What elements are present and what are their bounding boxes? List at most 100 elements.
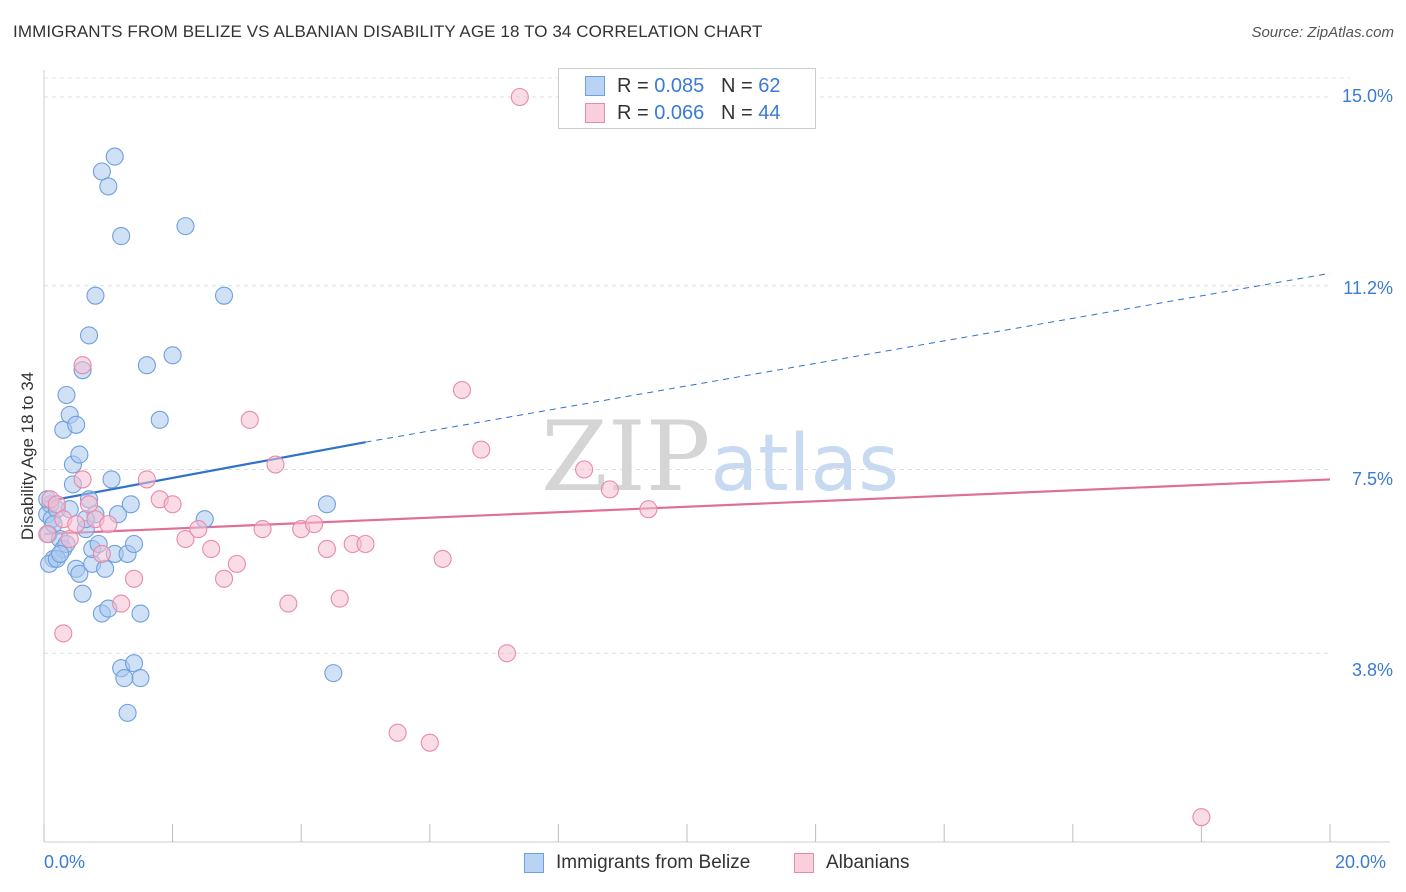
point-belize [70,445,89,464]
point-albanians [388,723,407,742]
watermark-text: ZIPatlas [541,401,899,513]
point-albanians [317,539,336,559]
legend-n-value: 44 [758,101,781,124]
point-albanians [575,460,594,479]
point-albanians [47,495,66,514]
legend-r-value: 0.066 [654,101,705,124]
point-belize [86,286,105,305]
legend-label-belize: Immigrants from Belize [556,852,751,873]
point-belize [324,664,343,683]
axes [43,70,1390,843]
point-albanians [99,515,118,534]
y-tick-label-15-0: 15.0% [1341,86,1393,106]
legend-label-albanians: Albanians [826,852,910,873]
point-albanians [452,380,472,400]
legend-stats-albanians: R = 0.066 N = 44 [617,102,780,125]
point-belize [124,654,144,673]
legend-swatch-albanians [794,853,814,873]
point-belize [102,470,121,489]
point-belize [131,604,150,623]
point-albanians [137,470,156,489]
point-belize [105,147,124,166]
x-tick-label-min: 0.0% [44,852,86,872]
trend-line-belize [43,441,366,503]
point-belize [51,544,70,563]
point-albanians [279,594,298,613]
point-albanians [67,515,86,534]
point-belize [131,669,150,688]
point-albanians [330,589,349,608]
chart-title: IMMIGRANTS FROM BELIZE VS ALBANIAN DISAB… [13,22,763,41]
point-albanians [497,644,517,663]
point-albanians [1192,808,1211,827]
source-credit: Source: ZipAtlas.com [1251,24,1394,41]
stats-legend: R = 0.085 N = 62 R = 0.066 N = 44 [558,68,816,129]
point-albanians [92,544,111,563]
point-belize [112,227,131,246]
point-belize [176,217,195,236]
point-albanians [38,525,57,544]
point-albanians [112,594,131,613]
point-albanians [433,549,452,568]
point-belize [92,162,111,181]
point-albanians [54,624,73,643]
point-belize [118,703,137,722]
point-albanians [600,480,619,499]
legend-item-albanians: Albanians [794,852,909,874]
legend-n-label: N = [720,74,759,97]
legend-r-value: 0.085 [654,74,705,97]
point-albanians [189,520,208,539]
point-belize [99,177,118,196]
point-belize [150,410,169,429]
point-belize [79,326,99,345]
point-albanians [266,455,285,474]
legend-r-label: R = [617,101,655,124]
point-albanians [510,87,529,107]
point-belize [73,584,92,603]
point-albanians [227,554,246,573]
legend-swatch-belize [585,76,605,96]
legend-n-label: N = [720,101,759,124]
data-points [38,87,1211,827]
point-albanians [79,495,99,514]
point-albanians [124,569,144,588]
point-albanians [73,356,92,375]
point-albanians [356,534,375,554]
point-albanians [253,520,272,539]
legend-swatch-belize [524,853,544,873]
y-tick-label-7-5: 7.5% [1351,469,1393,489]
point-belize [214,286,234,305]
point-belize [67,415,86,434]
point-belize [163,346,182,365]
point-albanians [163,495,182,514]
point-albanians [176,529,195,549]
legend-r-label: R = [617,74,655,97]
point-belize [70,564,89,583]
point-albanians [214,569,234,588]
point-belize [96,559,115,578]
point-albanians [240,410,259,429]
point-albanians [305,515,324,534]
point-belize [115,669,134,688]
point-belize [121,495,140,514]
y-tick-label-3-8: 3.8% [1351,660,1393,680]
point-albanians [639,500,658,519]
point-belize [137,356,156,375]
point-albanians [60,529,79,549]
trend-line-belize-extrapolated [365,272,1331,443]
legend-swatch-albanians [585,103,605,123]
x-tick-label-max: 20.0% [1335,852,1387,872]
point-albanians [73,470,92,489]
legend-stats-belize: R = 0.085 N = 62 [617,75,780,98]
watermark: ZIPatlas [541,401,899,513]
point-albanians [202,539,221,559]
point-albanians [420,733,439,752]
point-belize [57,385,76,405]
point-belize [317,495,336,514]
legend-n-value: 62 [758,74,781,97]
point-albanians [472,440,491,459]
y-tick-label-11-2: 11.2% [1343,278,1393,298]
point-belize [124,534,144,554]
legend-item-belize: Immigrants from Belize [524,852,750,874]
